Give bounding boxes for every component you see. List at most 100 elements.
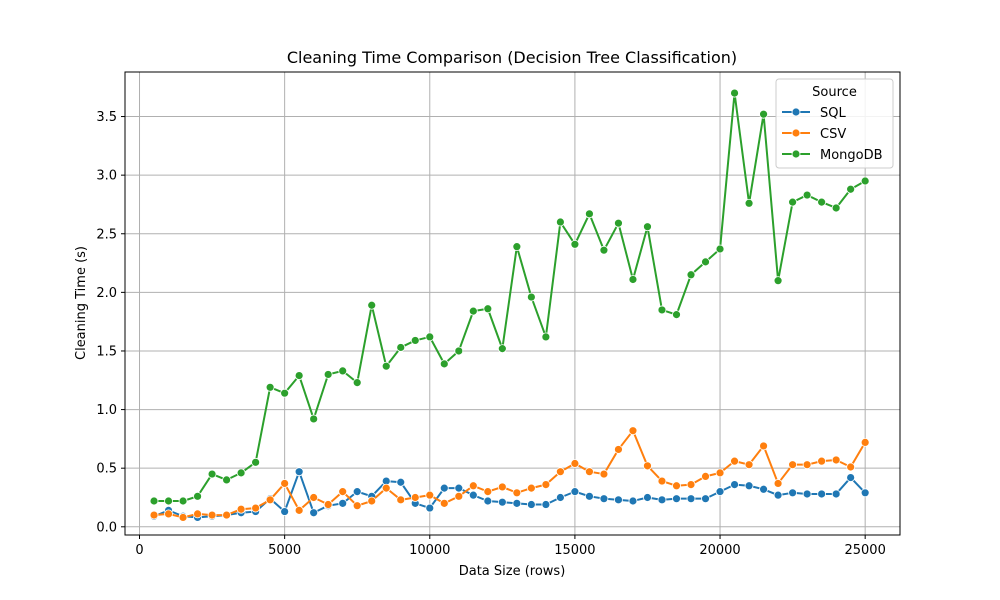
x-tick-label: 0 <box>135 543 143 558</box>
legend-label-mongodb: MongoDB <box>820 148 883 163</box>
data-point-csv <box>541 480 551 489</box>
data-point-mongodb <box>788 197 798 207</box>
data-point-mongodb <box>251 457 261 467</box>
data-point-mongodb <box>381 361 391 371</box>
data-point-mongodb <box>672 310 681 320</box>
series-sql <box>149 467 870 522</box>
data-point-mongodb <box>323 370 333 379</box>
y-tick-label: 0.5 <box>96 462 117 477</box>
data-point-csv <box>468 481 478 491</box>
data-point-sql <box>846 473 856 482</box>
plot-frame <box>124 71 901 536</box>
data-point-mongodb <box>164 496 173 506</box>
data-point-csv <box>657 476 667 486</box>
data-point-sql <box>614 495 623 505</box>
grid <box>125 72 900 535</box>
data-point-sql <box>396 477 406 487</box>
data-point-sql <box>309 508 319 518</box>
data-point-mongodb <box>352 378 362 388</box>
data-point-csv <box>338 487 348 497</box>
data-point-mongodb <box>570 239 580 249</box>
data-point-csv <box>483 487 493 497</box>
data-point-csv <box>831 455 841 465</box>
data-point-mongodb <box>512 242 522 252</box>
data-point-sql <box>817 489 827 499</box>
x-axis-label: Data Size (rows) <box>459 564 566 579</box>
y-axis-label: Cleaning Time (s) <box>74 246 89 360</box>
data-point-csv <box>614 445 623 454</box>
data-point-sql <box>831 489 841 499</box>
data-point-sql <box>425 503 435 513</box>
data-point-sql <box>657 495 667 505</box>
data-point-mongodb <box>657 305 667 315</box>
data-point-csv <box>599 469 609 479</box>
data-point-csv <box>439 498 449 508</box>
data-point-csv <box>149 510 159 520</box>
data-point-csv <box>788 460 798 470</box>
data-point-mongodb <box>425 332 435 342</box>
data-point-csv <box>744 460 754 470</box>
data-point-csv <box>207 510 217 520</box>
x-tick-label: 15000 <box>554 543 595 558</box>
data-point-csv <box>367 496 377 506</box>
data-point-mongodb <box>236 468 246 478</box>
data-point-sql <box>701 494 710 504</box>
data-point-csv <box>381 483 391 493</box>
data-point-mongodb <box>585 209 594 219</box>
data-point-csv <box>193 509 202 519</box>
data-point-sql <box>483 496 493 506</box>
y-tick-label: 1.5 <box>96 344 117 359</box>
data-point-sql <box>585 491 594 501</box>
legend-marker-sql <box>791 107 801 117</box>
data-point-sql <box>686 494 696 504</box>
y-tick-label: 2.0 <box>96 286 117 301</box>
data-point-mongodb <box>730 88 739 98</box>
x-tick-label: 5000 <box>268 543 301 558</box>
data-point-csv <box>846 462 856 472</box>
data-point-sql <box>468 490 478 500</box>
data-point-sql <box>730 480 739 489</box>
data-point-csv <box>860 437 870 447</box>
data-point-sql <box>294 467 304 477</box>
legend-label-csv: CSV <box>820 127 846 142</box>
data-point-csv <box>570 459 580 468</box>
data-point-mongodb <box>178 496 188 506</box>
data-point-sql <box>672 494 681 504</box>
data-point-sql <box>512 498 522 508</box>
chart-title: Cleaning Time Comparison (Decision Tree … <box>287 48 737 67</box>
data-point-mongodb <box>831 203 841 213</box>
x-tick-label: 20000 <box>699 543 740 558</box>
data-point-mongodb <box>338 366 348 376</box>
data-point-csv <box>672 481 681 491</box>
data-point-sql <box>788 488 798 498</box>
legend-marker-csv <box>791 128 801 138</box>
data-point-mongodb <box>483 304 493 314</box>
data-point-mongodb <box>715 244 725 254</box>
data-point-csv <box>396 495 406 505</box>
data-point-csv <box>454 491 464 501</box>
data-point-mongodb <box>468 306 478 316</box>
data-point-csv <box>294 505 304 515</box>
series-layer <box>149 88 870 522</box>
data-point-sql <box>744 481 754 491</box>
data-point-sql <box>497 497 507 507</box>
data-point-csv <box>526 483 536 493</box>
data-point-csv <box>280 479 290 488</box>
data-point-mongodb <box>526 292 536 302</box>
data-point-csv <box>715 468 725 478</box>
data-point-csv <box>730 456 739 466</box>
y-tick-label: 3.5 <box>96 110 117 125</box>
data-point-csv <box>178 513 188 522</box>
data-point-csv <box>817 456 827 466</box>
data-point-mongodb <box>222 475 231 485</box>
legend-marker-mongodb <box>791 149 801 159</box>
data-point-csv <box>309 493 319 502</box>
data-point-mongodb <box>396 343 406 352</box>
data-point-mongodb <box>454 346 464 356</box>
data-point-mongodb <box>294 371 304 380</box>
data-point-csv <box>701 471 710 481</box>
data-point-sql <box>628 496 638 506</box>
data-point-mongodb <box>628 275 638 284</box>
data-point-sql <box>280 507 290 516</box>
data-point-csv <box>686 480 696 489</box>
